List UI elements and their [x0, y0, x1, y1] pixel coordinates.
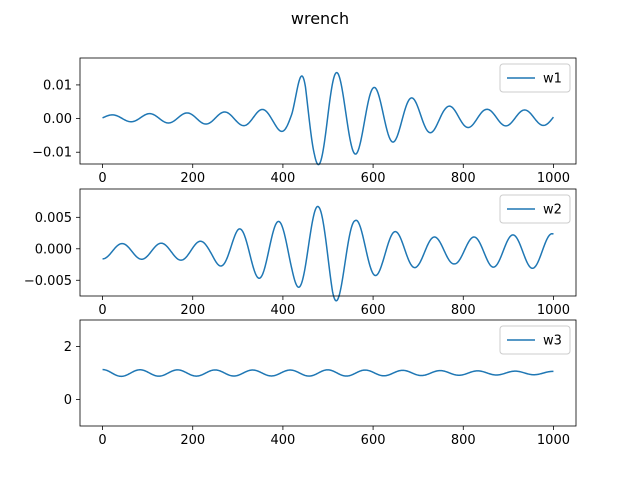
y-tick-label: −0.01: [32, 146, 72, 161]
axes-frame: [79, 319, 577, 427]
x-tick-label: 600: [361, 303, 386, 318]
x-tick-label: 400: [270, 171, 295, 186]
axes-frame: [79, 57, 577, 165]
x-tick-label: 400: [270, 433, 295, 448]
x-tick-label: 0: [98, 303, 106, 318]
subplot-panels: 0 200 400 600 800 1000−0.010.000.01 w10 200 400 6…: [24, 57, 577, 448]
legend-label-w1: w1: [543, 72, 562, 87]
y-tick-label: −0.005: [24, 274, 72, 289]
x-tick-label: 0: [98, 171, 106, 186]
series-line-w1: [102, 71, 555, 166]
legend-label-w2: w2: [543, 203, 562, 218]
x-tick-label: 1000: [537, 303, 570, 318]
legend-label-w3: w3: [543, 334, 562, 349]
x-tick-label: 400: [270, 303, 295, 318]
y-tick-label: 0.005: [35, 211, 72, 226]
x-tick-label: 1000: [537, 433, 570, 448]
x-tick-label: 600: [361, 171, 386, 186]
x-tick-label: 600: [361, 433, 386, 448]
y-tick-label: 0: [64, 393, 72, 408]
subplot-3: 0 200 400 600 800 1000 0 2 w3: [64, 319, 577, 448]
series-line-w3: [102, 368, 554, 378]
x-tick-label: 0: [98, 433, 106, 448]
series-line-w2: [102, 205, 554, 302]
x-tick-label: 200: [180, 433, 205, 448]
x-tick-label: 200: [180, 303, 205, 318]
y-tick-label: 2: [64, 340, 72, 355]
x-tick-label: 800: [451, 171, 476, 186]
x-tick-label: 1000: [537, 171, 570, 186]
x-tick-label: 200: [180, 171, 205, 186]
figure-title: wrench: [291, 9, 349, 28]
subplot-2: 0 200 400 600 800 1000 −0.005 0.000 0.005 w2: [24, 188, 577, 318]
axes-frame: [79, 188, 577, 297]
x-tick-label: 800: [451, 303, 476, 318]
y-tick-label: 0.000: [35, 242, 72, 257]
subplot-1: 0 200 400 600 800 1000 −0.01 0.00 0.01 w1: [32, 57, 577, 186]
y-tick-label: 0.01: [43, 78, 72, 93]
y-tick-label: 0.00: [43, 112, 72, 127]
x-tick-label: 800: [451, 433, 476, 448]
